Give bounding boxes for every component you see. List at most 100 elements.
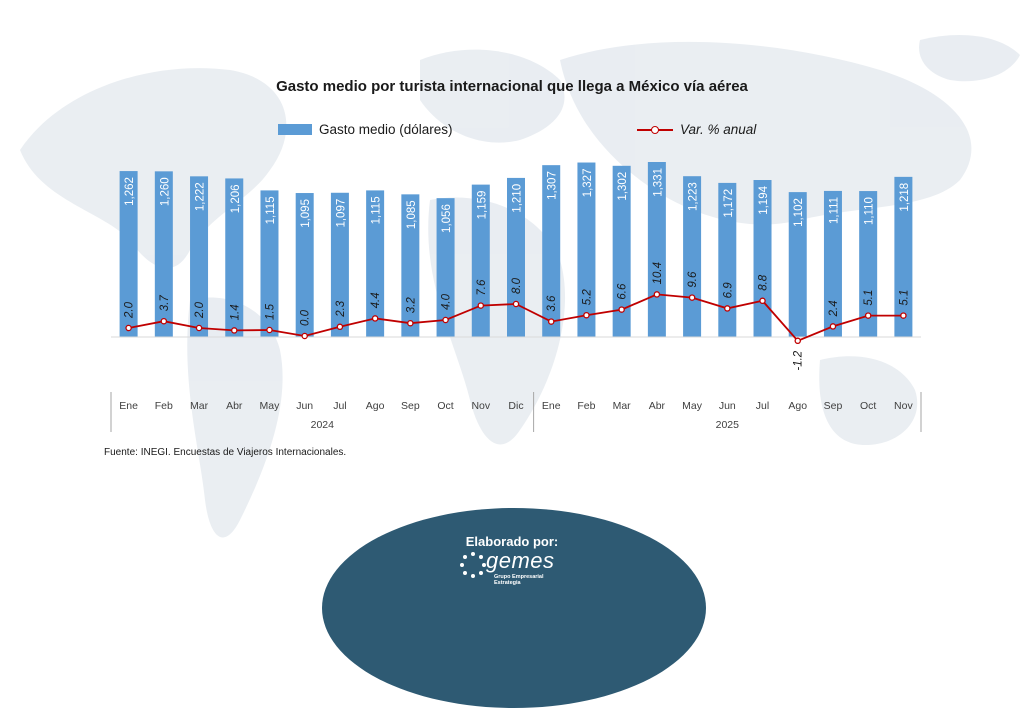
legend-item-line: Var. % anual — [637, 122, 756, 137]
line-point — [266, 326, 273, 334]
line-point — [407, 319, 414, 327]
bar-value-label: 1,302 — [617, 172, 629, 201]
world-map-background — [20, 35, 1020, 538]
bar-value-label: 1,223 — [688, 182, 700, 211]
bar-value-label: 1,262 — [124, 177, 136, 206]
line-value-label: 3.7 — [159, 295, 171, 312]
legend-label-bars: Gasto medio (dólares) — [319, 122, 453, 137]
x-tick-label: Nov — [471, 400, 490, 412]
line-point — [442, 316, 449, 324]
line-value-label: 2.0 — [124, 301, 136, 319]
bars-layer: 1,262 1,260 1,222 1,206 1,115 1,095 1,097 1,115… — [119, 162, 913, 337]
line-point — [794, 337, 801, 345]
bar — [753, 180, 772, 337]
line-value-label: -1.2 — [793, 350, 805, 370]
line-point — [653, 291, 661, 298]
line-point — [125, 324, 132, 332]
bar — [507, 177, 525, 337]
bar-value-label: 1,159 — [476, 191, 488, 220]
line-value-label: 2.0 — [194, 301, 206, 319]
line-point — [864, 312, 872, 319]
bar — [647, 162, 666, 337]
x-tick-label: Sep — [401, 400, 420, 412]
bar-value-label: 1,260 — [159, 177, 171, 206]
bar-value-label: 1,056 — [441, 204, 453, 233]
bar — [471, 184, 490, 337]
line-point — [724, 305, 731, 312]
credit-label: Elaborado por: — [465, 534, 559, 549]
bar — [436, 198, 455, 337]
line-point — [829, 323, 837, 330]
bar-value-label: 1,210 — [512, 184, 524, 213]
x-tick-label: Nov — [894, 400, 913, 412]
x-tick-label: Feb — [577, 400, 595, 412]
line-value-label: 1.5 — [264, 303, 276, 320]
line-value-label: 1.4 — [229, 304, 241, 320]
line-point — [195, 324, 203, 332]
x-tick-label: Ene — [119, 400, 138, 412]
bar — [154, 171, 173, 337]
logo-wordmark: gemes — [486, 548, 555, 573]
x-tick-label: Oct — [437, 400, 453, 412]
x-tick-label: May — [682, 400, 703, 412]
line-point — [759, 297, 766, 305]
x-tick-label: Jun — [296, 400, 313, 412]
line-point — [231, 327, 238, 334]
line-point — [160, 317, 168, 325]
bar-value-label: 1,115 — [371, 196, 383, 224]
x-tick-label: Mar — [613, 400, 632, 412]
bar — [859, 191, 878, 337]
line-point — [688, 294, 696, 301]
line-value-label: 3.6 — [546, 295, 558, 312]
bar — [542, 165, 561, 337]
bar-value-label: 1,115 — [265, 196, 277, 224]
line-point — [583, 311, 590, 319]
bar-value-label: 1,327 — [582, 169, 594, 198]
bar — [577, 162, 596, 337]
bar-value-label: 1,110 — [864, 197, 876, 225]
x-tick-label: Ago — [788, 400, 807, 412]
line-value-label: 2.4 — [828, 300, 840, 317]
line-point — [336, 323, 344, 331]
x-tick-label: Oct — [860, 400, 876, 412]
line-layer: 2.0 3.7 2.0 1.4 1.5 0.0 2.3 4.4 3.2 4.0 7.6 8.0 3.6 5… — [124, 262, 911, 371]
line-point — [512, 300, 520, 308]
line-value-label: 10.4 — [652, 262, 664, 284]
line-point — [301, 332, 308, 340]
line-value-label: 3.2 — [405, 297, 417, 314]
axis-layer: Ene Feb Mar Abr May Jun Jul Ago Sep Oct Nov Dic Ene F… — [110, 392, 922, 432]
legend-item-bars: Gasto medio (dólares) — [278, 122, 453, 137]
line-value-label: 5.2 — [581, 289, 593, 306]
x-group-label: 2025 — [716, 419, 740, 431]
bar — [190, 176, 209, 337]
bar-value-label: 1,218 — [899, 183, 911, 212]
bar — [823, 190, 842, 337]
bar — [260, 190, 279, 337]
x-group-label: 2024 — [311, 419, 335, 431]
line-value-label: 6.6 — [617, 283, 629, 300]
x-tick-label: Ago — [366, 400, 385, 412]
bar — [612, 165, 631, 337]
chart-title: Gasto medio por turista internacional qu… — [276, 78, 748, 95]
logo-subtitle: Grupo Empresarial Estrategia — [494, 574, 544, 586]
bar-value-label: 1,307 — [547, 171, 559, 200]
line-point — [477, 302, 485, 309]
bar — [366, 190, 385, 337]
gemes-logo: gemes Grupo Empresarial Estrategia — [458, 548, 568, 586]
logo-dots-icon — [460, 552, 486, 578]
x-tick-label: Jul — [756, 400, 769, 412]
line-value-label: 8.8 — [758, 274, 770, 291]
legend-swatch-line — [637, 123, 673, 137]
chart-area: 1,262 1,260 1,222 1,206 1,115 1,095 1,097 1,115… — [110, 162, 922, 432]
line-value-label: 5.1 — [898, 290, 910, 306]
line-value-label: 9.6 — [687, 271, 699, 288]
x-tick-label: Sep — [824, 400, 843, 412]
legend-swatch-bars — [278, 124, 312, 135]
line-value-label: 5.1 — [863, 290, 875, 306]
line-value-label: 8.0 — [511, 277, 523, 294]
legend-label-line: Var. % anual — [680, 122, 757, 137]
bar — [401, 194, 420, 337]
bar-value-label: 1,222 — [195, 182, 207, 211]
x-tick-label: Abr — [226, 400, 243, 412]
bar-value-label: 1,194 — [758, 185, 770, 214]
